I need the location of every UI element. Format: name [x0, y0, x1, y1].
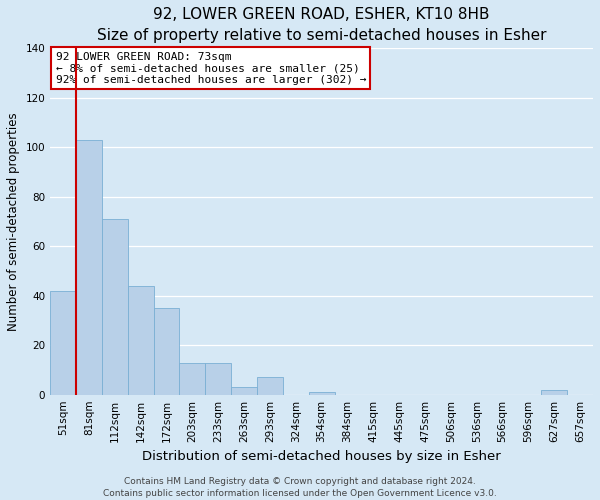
- Text: Contains HM Land Registry data © Crown copyright and database right 2024.
Contai: Contains HM Land Registry data © Crown c…: [103, 476, 497, 498]
- Bar: [179, 362, 205, 394]
- Title: 92, LOWER GREEN ROAD, ESHER, KT10 8HB
Size of property relative to semi-detached: 92, LOWER GREEN ROAD, ESHER, KT10 8HB Si…: [97, 7, 547, 43]
- Y-axis label: Number of semi-detached properties: Number of semi-detached properties: [7, 112, 20, 331]
- Bar: [50, 291, 76, 395]
- Bar: [76, 140, 102, 394]
- Bar: [128, 286, 154, 395]
- X-axis label: Distribution of semi-detached houses by size in Esher: Distribution of semi-detached houses by …: [142, 450, 501, 463]
- Bar: [205, 362, 231, 394]
- Bar: [154, 308, 179, 394]
- Bar: [102, 219, 128, 394]
- Bar: [541, 390, 567, 394]
- Bar: [257, 378, 283, 394]
- Bar: [308, 392, 335, 394]
- Bar: [231, 388, 257, 394]
- Text: 92 LOWER GREEN ROAD: 73sqm
← 8% of semi-detached houses are smaller (25)
92% of : 92 LOWER GREEN ROAD: 73sqm ← 8% of semi-…: [56, 52, 366, 85]
